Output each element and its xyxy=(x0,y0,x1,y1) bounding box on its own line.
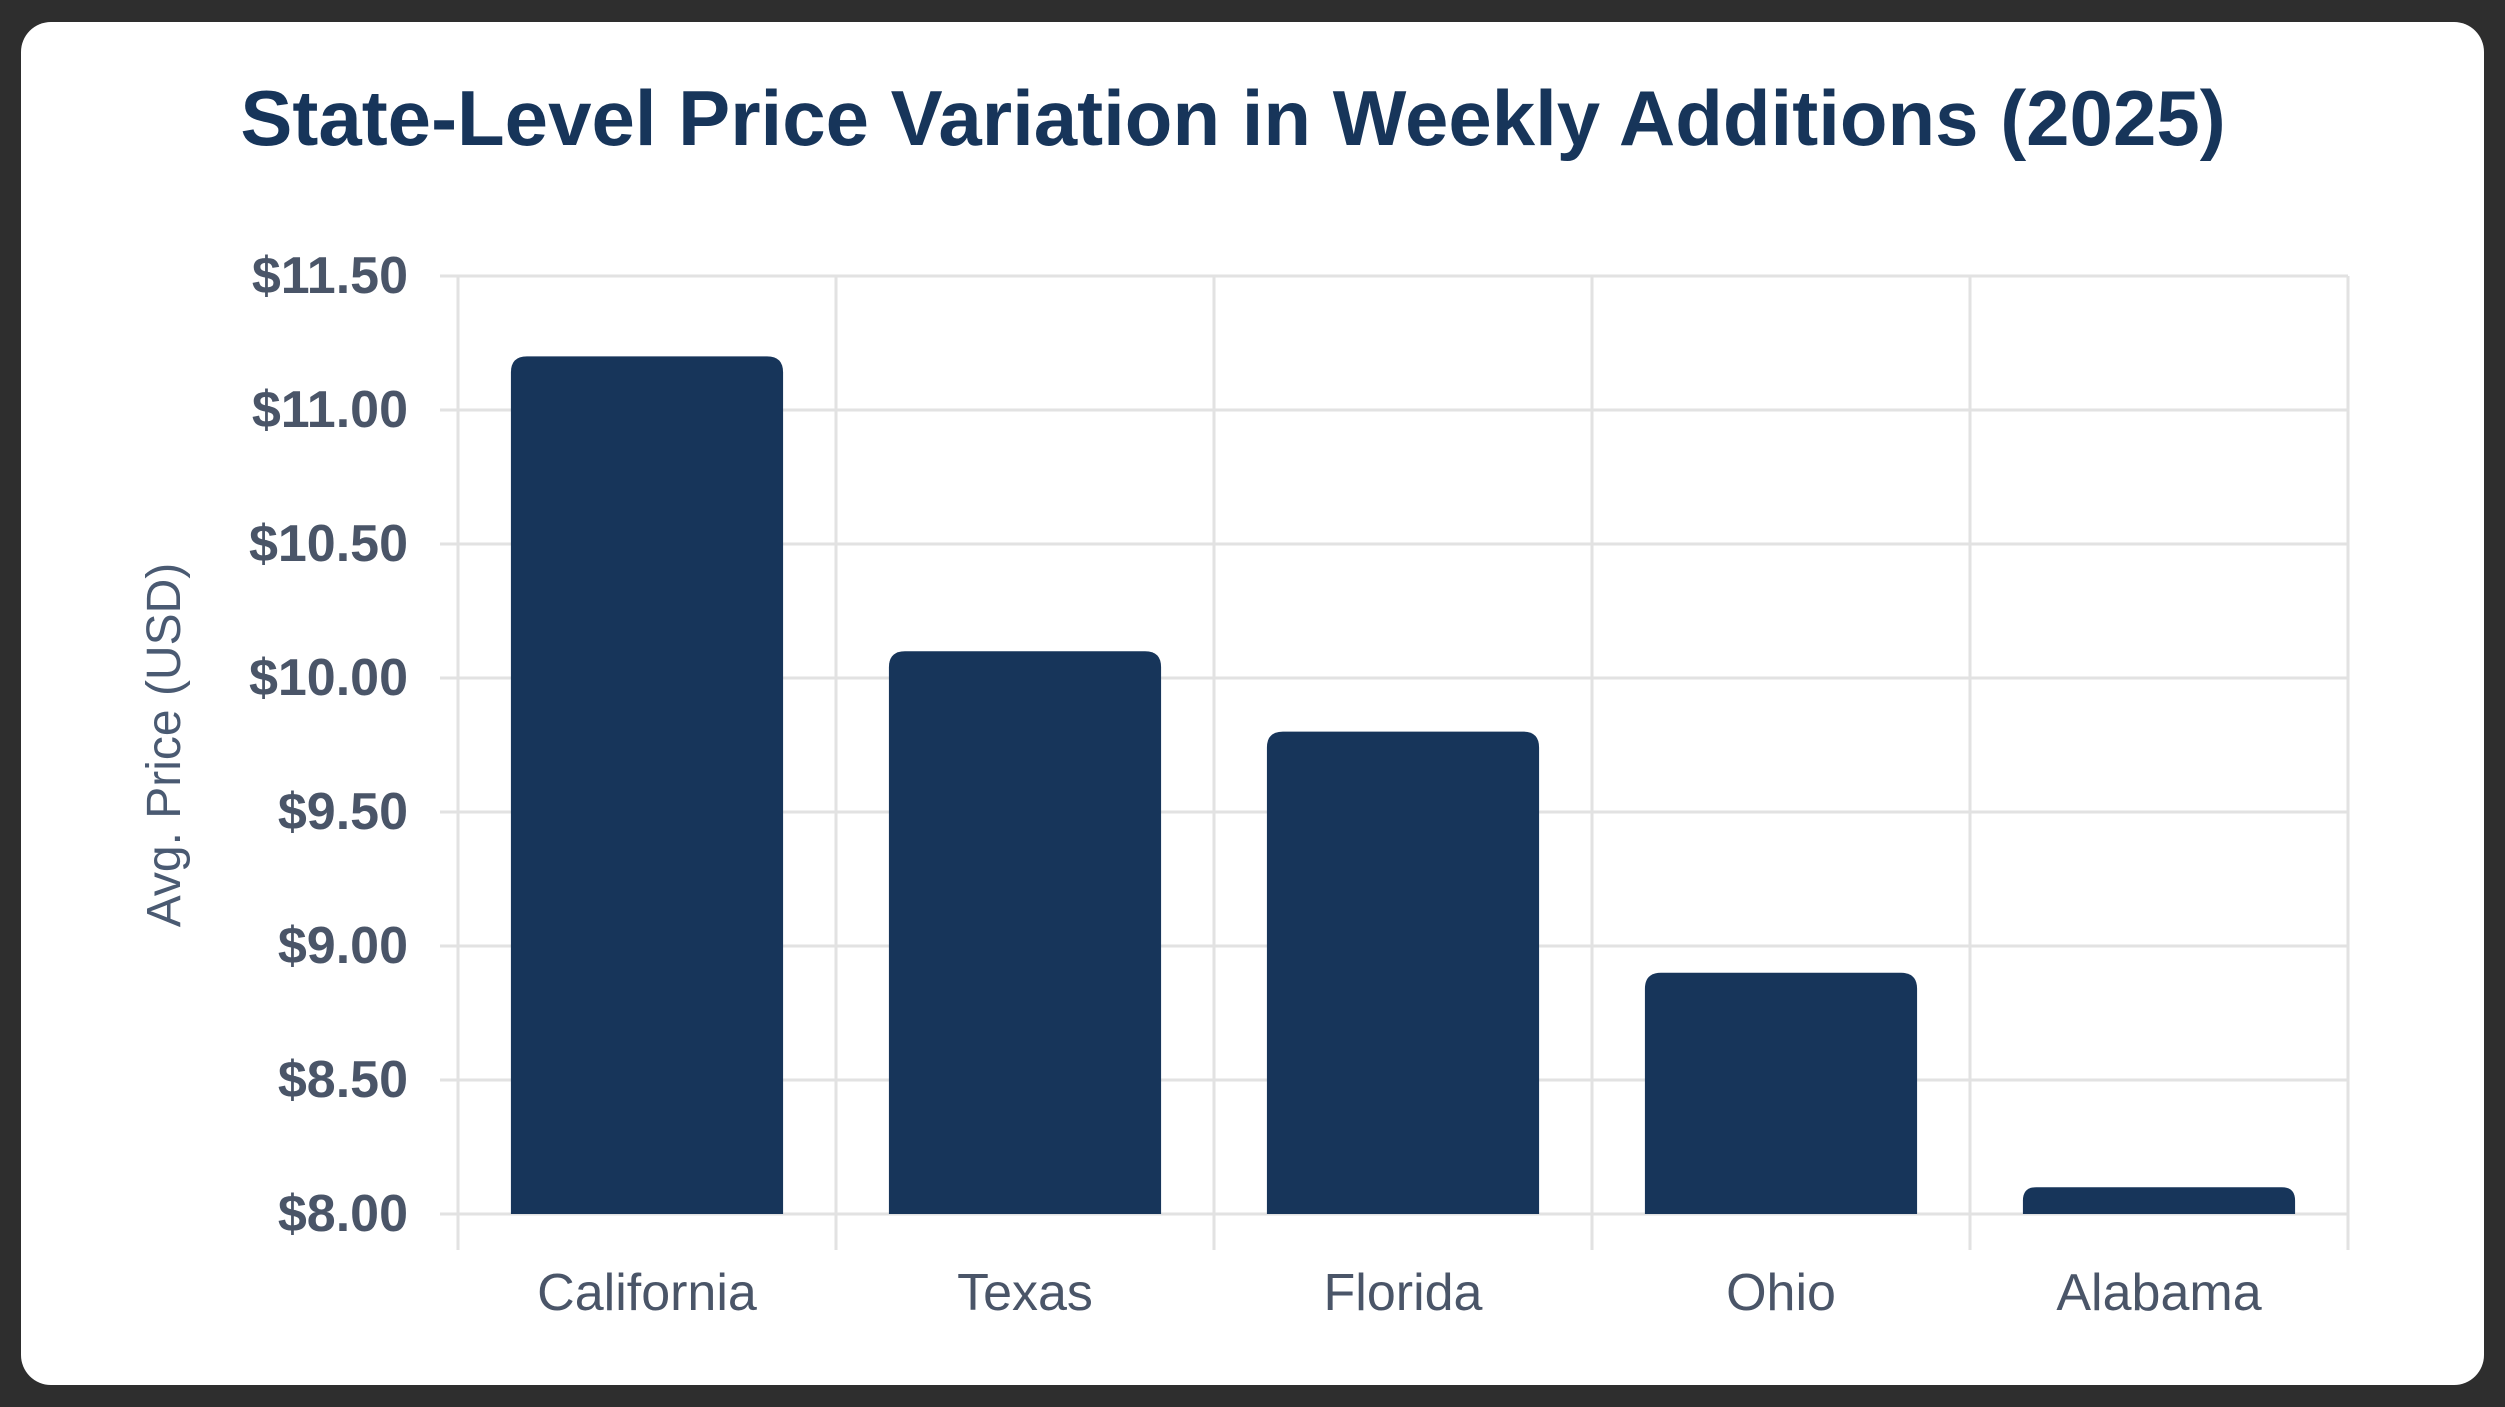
y-tick-label: $10.50 xyxy=(249,515,408,573)
y-tick-label: $9.50 xyxy=(278,783,408,841)
chart-title: State-Level Price Variation in Weekly Ad… xyxy=(240,74,2225,162)
bar-ohio xyxy=(1644,972,1918,1214)
x-tick-label: Florida xyxy=(1324,1264,1483,1322)
x-tick-label: Texas xyxy=(957,1264,1093,1322)
bar-alabama xyxy=(2022,1187,2296,1214)
x-tick-label: California xyxy=(537,1264,757,1322)
x-tick-label: Ohio xyxy=(1726,1264,1836,1322)
y-tick-label: $9.00 xyxy=(278,917,408,975)
chart-card xyxy=(21,22,2484,1385)
bar-florida xyxy=(1266,731,1540,1214)
y-tick-label: $11.00 xyxy=(252,381,408,439)
bar-texas xyxy=(888,651,1162,1214)
y-tick-label: $8.00 xyxy=(278,1185,408,1243)
bar-california xyxy=(510,356,784,1214)
y-tick-label: $11.50 xyxy=(252,247,408,305)
x-tick-label: Alabama xyxy=(2056,1264,2261,1322)
y-tick-label: $10.00 xyxy=(249,649,408,707)
y-axis-label: Avg. Price (USD) xyxy=(138,563,191,928)
y-tick-label: $8.50 xyxy=(278,1051,408,1109)
